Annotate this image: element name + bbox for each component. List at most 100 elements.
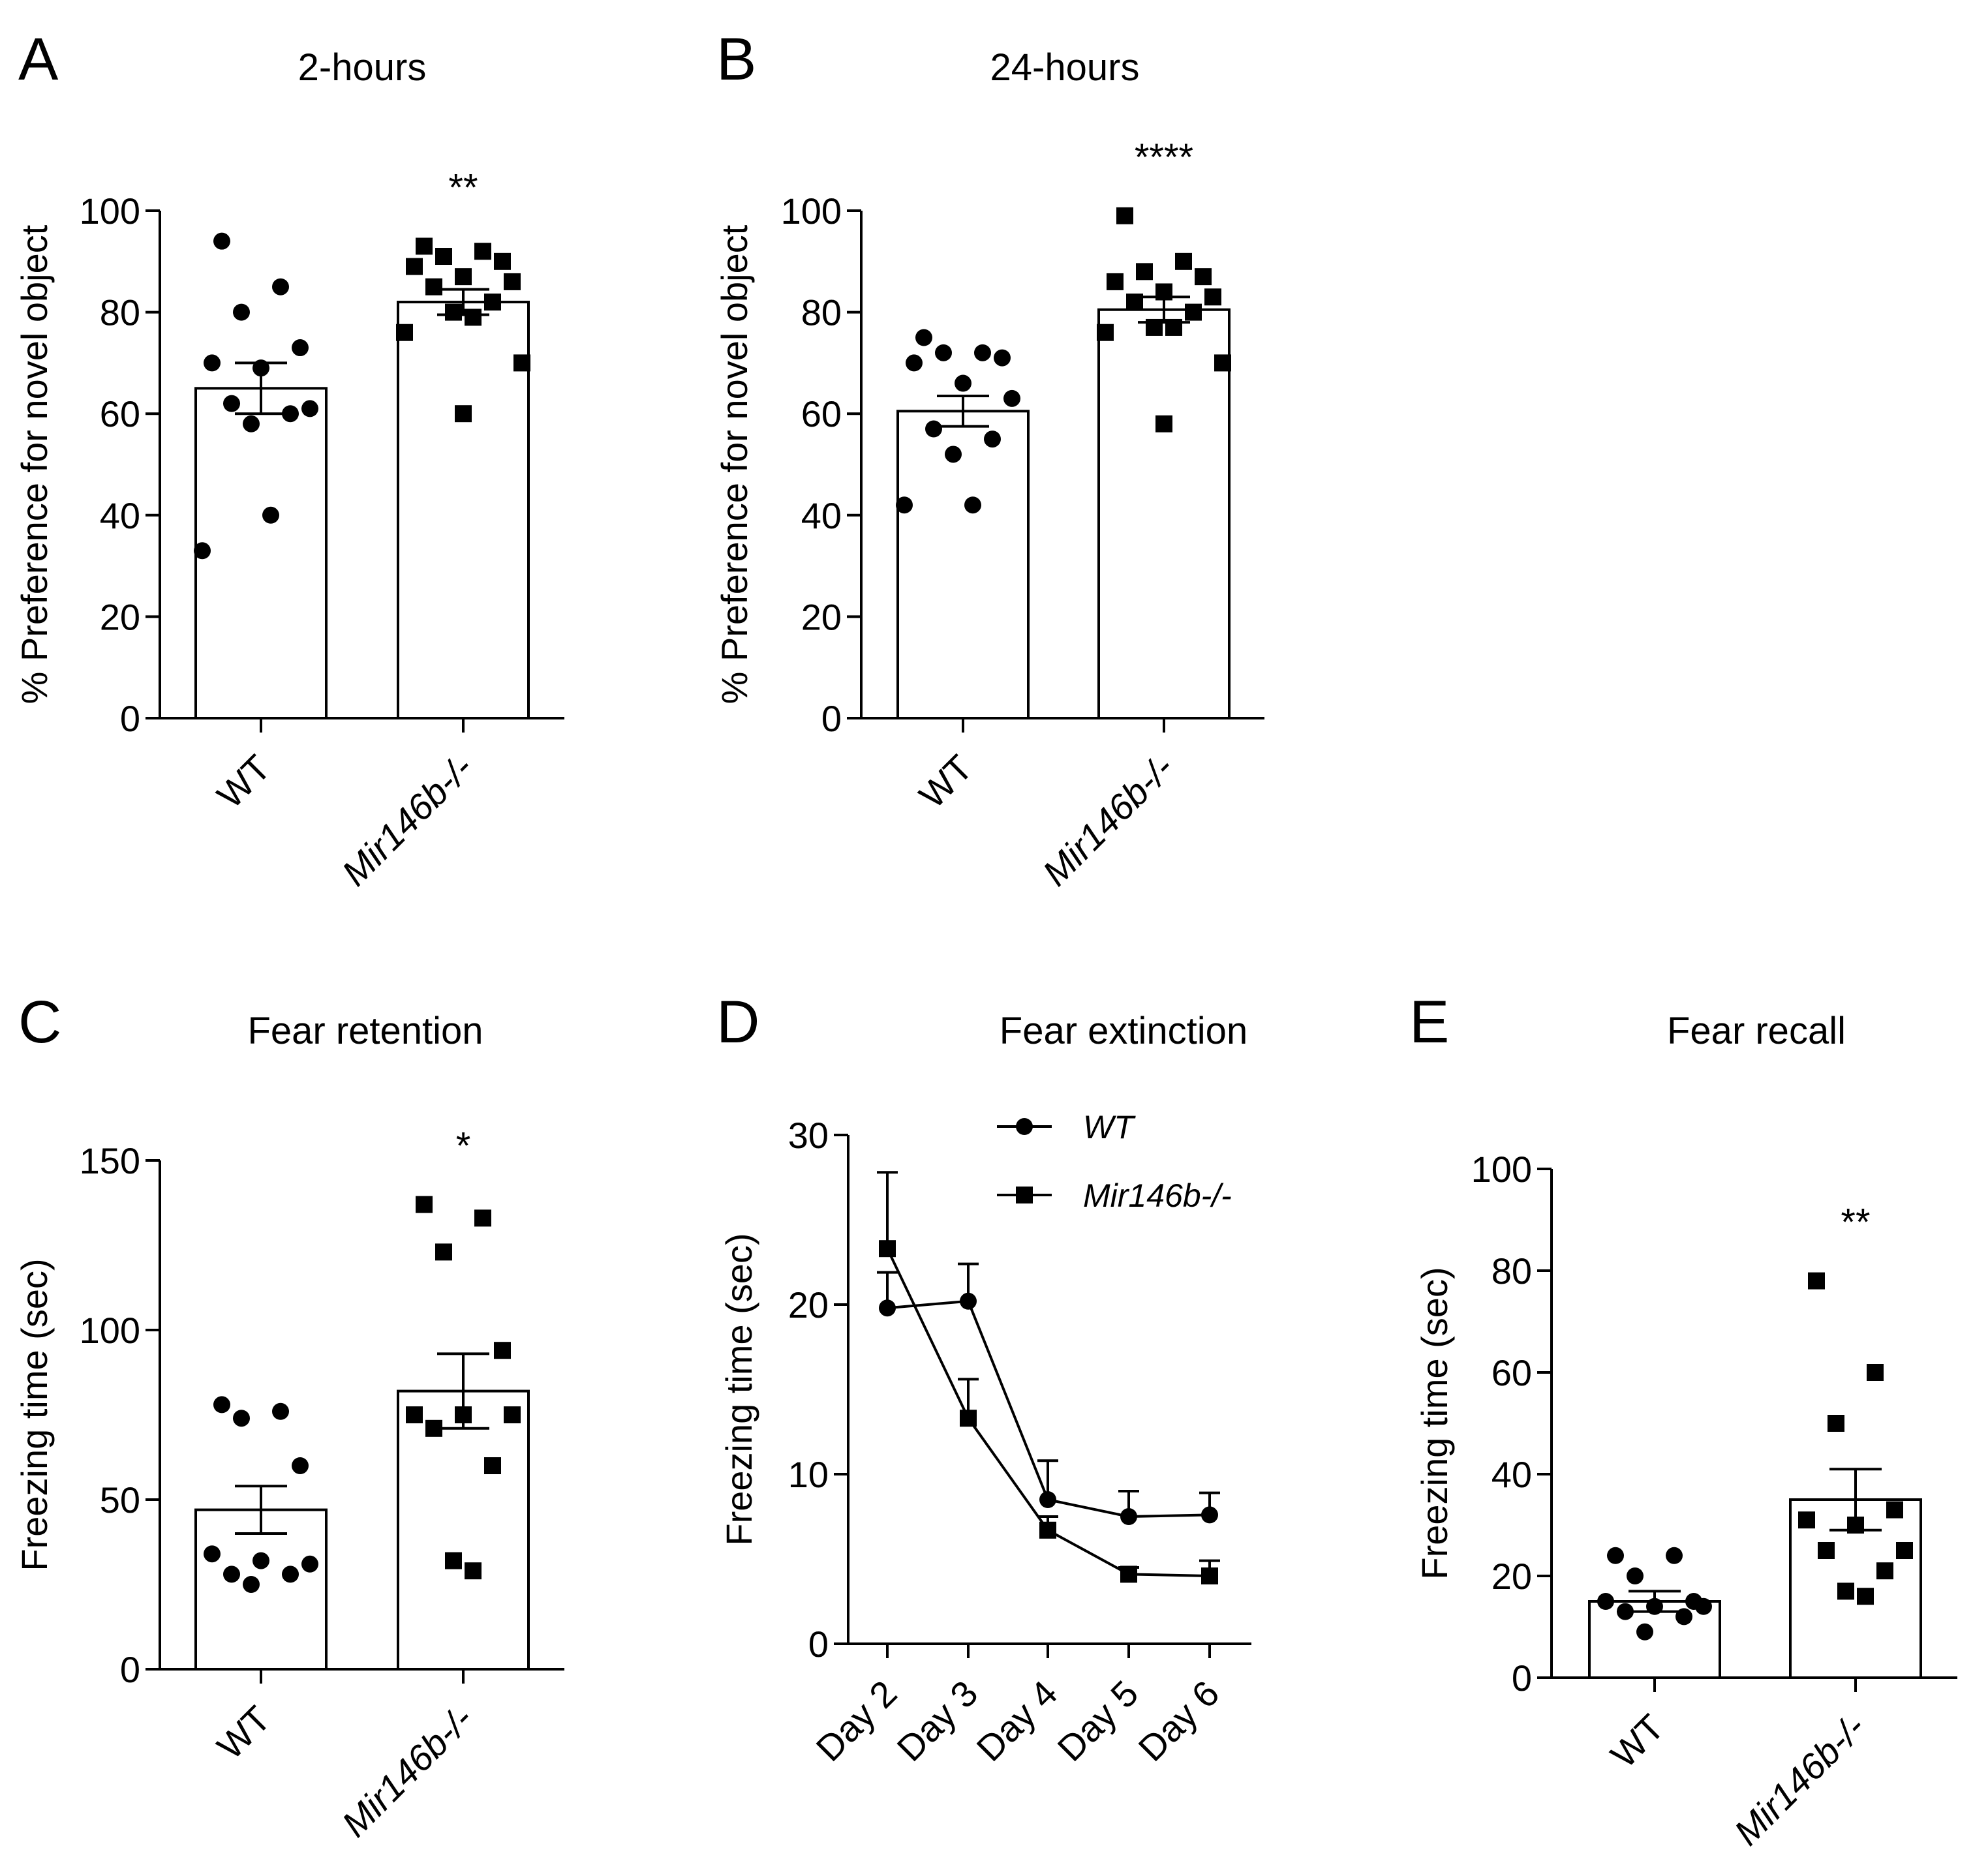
data-point-B-1-1 — [1175, 252, 1192, 270]
data-point-A-0-5 — [252, 359, 269, 377]
data-point-B-1-13 — [1155, 415, 1172, 432]
data-point-A-0-7 — [223, 395, 240, 412]
data-point-A-1-2 — [435, 248, 452, 265]
legend-marker-D-0 — [1016, 1118, 1033, 1135]
data-point-C-1-2 — [435, 1243, 452, 1261]
y-tick-label-E-5: 100 — [1471, 1149, 1532, 1190]
y-tick-label-B-1: 20 — [801, 596, 842, 637]
data-point-A-0-0 — [213, 232, 230, 250]
data-point-C-1-4 — [406, 1406, 423, 1423]
x-tick-label-E-1: Mir146b-/- — [1726, 1706, 1873, 1853]
data-point-E-1-3 — [1886, 1501, 1903, 1519]
y-tick-label-E-1: 20 — [1491, 1556, 1532, 1597]
data-point-A-1-0 — [416, 237, 433, 255]
panel-title-E: Fear recall — [1667, 1010, 1846, 1052]
bar-A-0 — [194, 387, 328, 719]
data-point-D-0-1 — [960, 1292, 977, 1310]
y-tick-label-C-3: 150 — [80, 1140, 140, 1181]
y-axis-label-A: % Preference for novel object — [14, 224, 55, 704]
data-point-E-1-8 — [1876, 1562, 1893, 1580]
data-point-A-0-1 — [272, 278, 289, 295]
data-point-D-1-2 — [1039, 1521, 1056, 1539]
data-point-D-0-4 — [1201, 1506, 1218, 1524]
data-point-C-0-7 — [223, 1566, 240, 1583]
data-point-D-1-3 — [1120, 1566, 1137, 1583]
data-point-A-0-2 — [233, 303, 250, 321]
y-axis-label-C: Freezing time (sec) — [14, 1258, 55, 1571]
data-point-C-1-10 — [465, 1562, 482, 1580]
panel-letter-D: D — [716, 989, 759, 1055]
data-point-B-0-5 — [955, 374, 971, 392]
y-tick-label-A-3: 60 — [100, 393, 140, 434]
data-point-A-1-10 — [465, 309, 482, 326]
data-point-A-1-3 — [494, 252, 511, 270]
y-tick-label-A-5: 100 — [80, 190, 140, 232]
x-tick-label-C-1: Mir146b-/- — [334, 1698, 481, 1845]
bar-C-1 — [397, 1389, 530, 1671]
data-point-E-1-7 — [1818, 1542, 1835, 1559]
data-point-E-1-9 — [1837, 1582, 1854, 1600]
y-tick-label-E-0: 0 — [1512, 1657, 1532, 1699]
data-point-B-0-11 — [896, 496, 913, 514]
data-point-A-0-8 — [282, 405, 299, 423]
data-point-D-0-2 — [1039, 1491, 1056, 1508]
y-tick-label-D-2: 20 — [788, 1284, 829, 1325]
x-tick-label-B-0: WT — [911, 747, 980, 816]
y-tick-label-E-2: 40 — [1491, 1454, 1532, 1495]
data-point-B-1-5 — [1155, 283, 1172, 301]
data-point-E-0-1 — [1666, 1547, 1683, 1564]
x-tick-label-E-0: WT — [1602, 1706, 1672, 1776]
panel-c: C Fear retention 0 50 100 150 Freezing time (s… — [14, 989, 564, 1845]
y-tick-label-B-3: 60 — [801, 393, 842, 434]
data-point-B-1-3 — [1195, 268, 1212, 286]
data-point-D-1-1 — [960, 1410, 977, 1427]
bar-A-1 — [397, 301, 530, 720]
data-point-C-1-7 — [425, 1419, 442, 1437]
significance-label-C-1: * — [456, 1125, 471, 1168]
x-tick-label-A-0: WT — [209, 747, 278, 816]
panel-letter-A: A — [18, 26, 59, 93]
bar-B-1 — [1097, 308, 1231, 719]
data-point-E-0-6 — [1695, 1597, 1712, 1615]
panel-d: D Fear extinction 0 10 20 30 Freezing time (se… — [716, 989, 1251, 1769]
y-tick-label-D-0: 0 — [808, 1624, 829, 1665]
data-point-B-1-9 — [1146, 318, 1163, 336]
data-point-A-0-9 — [243, 415, 260, 432]
data-point-B-0-10 — [964, 496, 981, 514]
data-point-E-0-8 — [1675, 1608, 1692, 1626]
data-point-A-1-12 — [513, 354, 530, 372]
y-tick-label-A-1: 20 — [100, 596, 140, 637]
data-point-B-0-1 — [974, 344, 991, 361]
data-point-E-0-7 — [1617, 1603, 1634, 1620]
data-point-A-0-6 — [301, 400, 318, 417]
data-point-B-1-7 — [1126, 294, 1143, 311]
data-point-D-0-0 — [879, 1299, 896, 1317]
data-point-C-1-9 — [445, 1552, 462, 1569]
data-point-C-0-8 — [282, 1566, 299, 1583]
data-point-B-1-12 — [1214, 354, 1231, 372]
x-tick-label-D-4: Day 6 — [1130, 1672, 1227, 1769]
data-point-C-1-8 — [484, 1457, 501, 1474]
y-tick-label-C-1: 50 — [100, 1479, 140, 1520]
y-tick-label-E-4: 80 — [1491, 1250, 1532, 1292]
data-point-A-0-3 — [292, 339, 309, 357]
data-point-B-1-10 — [1165, 318, 1182, 336]
y-axis-label-E: Freezing time (sec) — [1414, 1267, 1455, 1579]
data-point-B-0-6 — [1003, 389, 1020, 407]
data-point-A-0-4 — [204, 354, 221, 372]
data-point-B-0-7 — [925, 420, 942, 438]
panel-letter-E: E — [1409, 989, 1449, 1055]
data-point-C-0-2 — [233, 1410, 250, 1427]
y-tick-label-B-2: 40 — [801, 495, 842, 536]
panel-e: E Fear recall 0 20 40 60 80 100 Freezing time (s… — [1409, 989, 1957, 1853]
data-point-E-0-0 — [1607, 1547, 1624, 1564]
y-tick-label-C-0: 0 — [120, 1649, 140, 1690]
y-tick-label-A-0: 0 — [120, 698, 140, 739]
data-point-A-1-1 — [474, 243, 491, 260]
data-point-A-1-8 — [484, 294, 501, 311]
x-tick-label-D-1: Day 3 — [889, 1672, 985, 1769]
data-point-B-0-0 — [915, 329, 932, 346]
data-point-C-0-9 — [243, 1576, 260, 1593]
x-tick-label-C-0: WT — [209, 1698, 278, 1767]
